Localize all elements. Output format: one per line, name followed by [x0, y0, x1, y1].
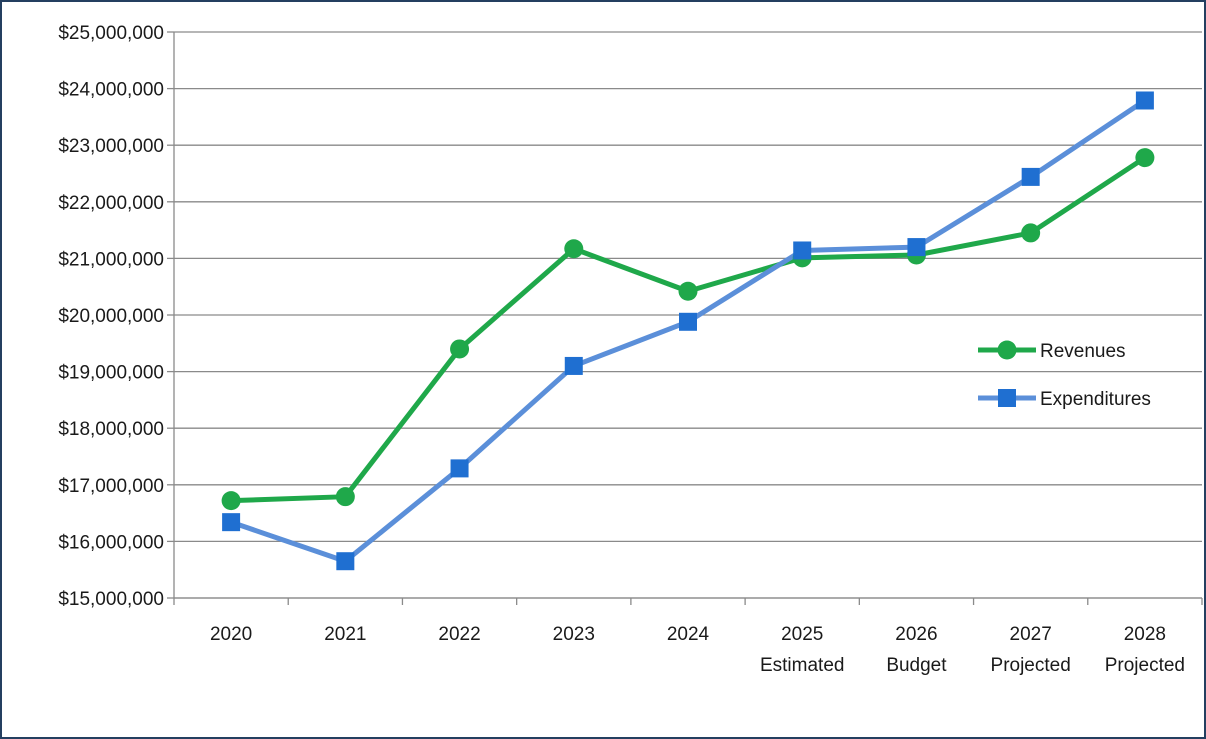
x-tick-label: Projected: [1105, 655, 1185, 676]
data-point-revenues: [1135, 148, 1155, 168]
legend-marker-expenditures: [998, 389, 1016, 407]
y-tick-label: $18,000,000: [58, 419, 164, 440]
data-point-expenditures: [450, 459, 469, 478]
data-point-expenditures: [564, 356, 583, 375]
data-point-revenues: [450, 339, 470, 359]
data-point-expenditures: [907, 238, 926, 257]
y-tick-label: $16,000,000: [58, 532, 164, 553]
y-tick-label: $19,000,000: [58, 363, 164, 384]
x-tick-label: 2026: [895, 624, 937, 645]
data-point-expenditures: [1021, 167, 1040, 186]
x-tick-label: Projected: [991, 655, 1071, 676]
x-axis-tick-labels: 2020 2021 2022 2023 2024 2025 Estimated 2026 Bud…: [210, 624, 1185, 676]
data-point-revenues: [678, 281, 698, 301]
y-axis-tick-labels: $15,000,000 $16,000,000 $17,000,000 $18,000…: [58, 23, 164, 610]
legend-label-expenditures: Expenditures: [1040, 389, 1151, 410]
series-layer: [221, 91, 1155, 571]
legend-label-revenues: Revenues: [1040, 341, 1126, 362]
data-point-revenues: [221, 491, 241, 511]
x-tick-label: 2024: [667, 624, 710, 645]
data-point-revenues: [335, 487, 355, 507]
axes: [167, 31, 1203, 605]
x-tick-label: 2022: [438, 624, 480, 645]
data-point-revenues: [564, 239, 584, 259]
y-tick-label: $24,000,000: [58, 80, 164, 101]
x-tick-label: 2020: [210, 624, 252, 645]
y-tick-label: $20,000,000: [58, 306, 164, 327]
y-tick-label: $15,000,000: [58, 589, 164, 610]
x-tick-label: 2025: [781, 624, 823, 645]
data-point-revenues: [1021, 223, 1041, 243]
y-tick-label: $25,000,000: [58, 23, 164, 44]
x-tick-label: Budget: [886, 655, 947, 676]
data-point-expenditures: [222, 513, 241, 532]
legend: Revenues Expenditures: [978, 340, 1151, 410]
x-tick-label: 2028: [1124, 624, 1166, 645]
y-tick-label: $17,000,000: [58, 476, 164, 497]
y-tick-label: $21,000,000: [58, 249, 164, 270]
series-line-expenditures: [230, 98, 1147, 564]
x-tick-label: 2027: [1010, 624, 1052, 645]
data-point-expenditures: [1135, 91, 1154, 110]
x-tick-label: 2023: [553, 624, 595, 645]
y-tick-label: $22,000,000: [58, 193, 164, 214]
y-tick-label: $23,000,000: [58, 136, 164, 157]
data-point-expenditures: [336, 552, 355, 571]
x-tick-label: 2021: [324, 624, 366, 645]
data-point-expenditures: [793, 241, 812, 260]
x-tick-label: Estimated: [760, 655, 844, 676]
legend-marker-revenues: [997, 340, 1017, 360]
data-point-expenditures: [679, 312, 697, 331]
